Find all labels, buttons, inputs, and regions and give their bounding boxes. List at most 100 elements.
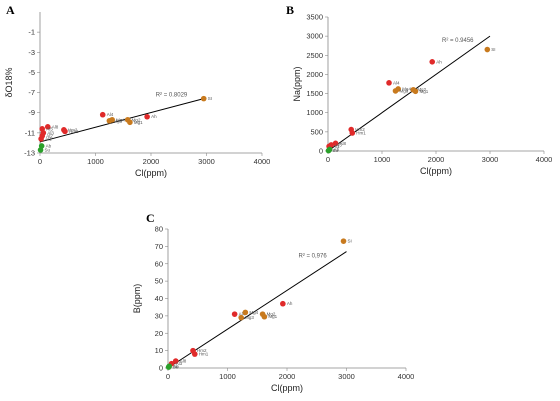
panel-c-point-al4 bbox=[231, 311, 238, 317]
panel-a-point-label-al5: Al5 bbox=[46, 126, 53, 131]
panel-b-x-tick-label: 3000 bbox=[482, 155, 499, 164]
panel-a-point-label-al8: Al8 bbox=[52, 124, 59, 129]
panel-b-x-tick-label: 1000 bbox=[374, 155, 391, 164]
panel-a-point-label-si: SI bbox=[208, 96, 212, 101]
panel-c-point-al8 bbox=[172, 358, 179, 364]
panel-a-y-tick-label: -13 bbox=[24, 149, 35, 158]
panel-b-point-label-si: SI bbox=[491, 47, 495, 52]
chart-panel-c: C 0 1000 2000 3000 4000 0 10 20 30 40 50 60 70 80 Cl(p… bbox=[132, 211, 414, 393]
panel-b-point-al8 bbox=[332, 140, 339, 147]
panel-c-y-tick-label: 80 bbox=[155, 225, 163, 234]
panel-a-point-label-ah: Ah bbox=[151, 114, 157, 119]
panel-b-point-mg3 bbox=[392, 88, 399, 94]
panel-b-point-label-ab: Ab bbox=[334, 147, 340, 152]
panel-c-point-hm1 bbox=[191, 351, 198, 357]
panel-c-point-mg4 bbox=[242, 309, 249, 316]
panel-a-y-tick-label: -1 bbox=[28, 28, 35, 37]
panel-a-point-ah bbox=[144, 113, 150, 120]
panel-b-point-label-al8: Al8 bbox=[340, 141, 347, 146]
panel-c-point-label-mg2: Mg2 bbox=[267, 312, 276, 317]
panel-a-point-label-al4: Al4 bbox=[107, 112, 114, 117]
panel-c-x-tick-label: 4000 bbox=[398, 372, 415, 381]
panel-c-point-label-al4: Al4 bbox=[239, 312, 246, 317]
panel-a-point-mg4 bbox=[109, 116, 115, 123]
panel-c-point-mg1 bbox=[261, 313, 268, 320]
panel-b-point-su bbox=[325, 147, 332, 154]
panel-a-point-al4 bbox=[99, 111, 106, 118]
panel-letter-a: A bbox=[6, 3, 15, 17]
panel-c-y-tick-label: 30 bbox=[155, 311, 163, 320]
panel-c-x-tick-label: 3000 bbox=[338, 372, 355, 381]
panel-c-point-label-hm1: Hm1 bbox=[199, 352, 209, 357]
panel-b-x-tick-label: 4000 bbox=[536, 155, 553, 164]
panel-c-point-label-al3: Al3 bbox=[176, 361, 183, 366]
panel-c-x-tick-label: 1000 bbox=[219, 372, 236, 381]
panel-a-point-hm1 bbox=[62, 128, 68, 135]
panel-c-point-si bbox=[340, 238, 347, 244]
panel-b-y-tick-label: 3500 bbox=[306, 13, 323, 22]
panel-a-point-label-hm2: Hm2 bbox=[68, 127, 78, 132]
panel-b-y-tick-label: 3000 bbox=[306, 32, 323, 41]
panel-b-y-axis-label: Na(ppm) bbox=[292, 66, 302, 101]
panel-a-x-axis-label: Cl(ppm) bbox=[135, 168, 167, 178]
panel-b-point-label-al4: Al4 bbox=[393, 80, 400, 85]
panel-b-point-hm1 bbox=[349, 130, 356, 136]
panel-c-point-label-hm2: Hm2 bbox=[197, 348, 207, 353]
panel-a-x-tick-label: 2000 bbox=[143, 157, 160, 166]
panel-b-point-ah bbox=[429, 58, 436, 65]
panel-a-point-label-ab: Ab bbox=[46, 143, 52, 148]
panel-a-point-su bbox=[37, 147, 44, 153]
panel-c-point-ah bbox=[280, 300, 286, 307]
panel-a-y-tick-label: -7 bbox=[28, 88, 35, 97]
panel-b-point-label-al3: Al3 bbox=[335, 142, 342, 147]
panel-c-point-label-ab: Ab bbox=[173, 364, 179, 369]
panel-c-point-label-si: SI bbox=[348, 239, 352, 244]
panel-a-x-tick-label: 0 bbox=[38, 157, 42, 166]
panel-a-point-label-su: Su bbox=[45, 147, 51, 152]
panel-b-x-tick-label: 0 bbox=[326, 155, 330, 164]
panel-a-point-si bbox=[200, 95, 207, 102]
chart-panel-a: A 0 1000 2000 3000 4000 -1 -3 -5 -7 -9 -11 -13 Cl(pp… bbox=[4, 3, 270, 178]
panel-b-y-tick-label: 1000 bbox=[306, 108, 323, 117]
panel-a-x-tick-label: 3000 bbox=[198, 157, 215, 166]
panel-a-point-label-hm1: Hm1 bbox=[69, 129, 79, 134]
panel-c-point-label-ah: Ah bbox=[287, 301, 293, 306]
panel-c-point-label-mg1: Mg1 bbox=[268, 314, 277, 319]
panel-a-point-label-mg1: Mg1 bbox=[134, 120, 143, 125]
panel-a-x-tick-label: 1000 bbox=[87, 157, 104, 166]
panel-c-point-label-mg4: Mg4 bbox=[249, 310, 258, 315]
panel-a-point-al1 bbox=[38, 136, 44, 142]
panel-b-y-tick-label: 2000 bbox=[306, 70, 323, 79]
panel-letter-c: C bbox=[146, 211, 155, 225]
panel-c-point-mg3 bbox=[238, 314, 244, 321]
panel-b-y-tick-label: 0 bbox=[319, 147, 323, 156]
panel-a-point-label-al3: Al3 bbox=[47, 130, 54, 135]
panel-a-y-tick-label: -11 bbox=[25, 128, 35, 137]
panel-b-point-label-ah: Ah bbox=[436, 59, 442, 64]
panel-c-x-axis-label: Cl(ppm) bbox=[271, 383, 303, 393]
panel-c-point-label-al8: Al8 bbox=[180, 359, 187, 364]
panel-a-y-axis-label: δO18% bbox=[4, 67, 14, 97]
panel-b-point-label-mg1: Mg1 bbox=[419, 89, 428, 94]
panel-a-y-tick-label: -3 bbox=[28, 48, 35, 57]
panel-c-y-tick-label: 0 bbox=[159, 364, 163, 373]
panel-a-point-al8 bbox=[44, 124, 51, 130]
panel-a-point-mg1 bbox=[127, 119, 133, 126]
panel-c-trendline bbox=[167, 251, 347, 369]
panel-b-point-al4 bbox=[386, 80, 392, 86]
panel-b-point-label-hm1: Hm1 bbox=[356, 131, 366, 136]
panel-a-trendline bbox=[39, 98, 204, 143]
panel-c-r2-label: R² = 0,976 bbox=[299, 254, 328, 260]
panel-a-point-label-mg3: Mg3 bbox=[113, 118, 122, 123]
panel-b-point-label-al1: Al1 bbox=[333, 144, 340, 149]
panel-c-y-tick-label: 10 bbox=[155, 346, 163, 355]
panel-c-y-tick-label: 60 bbox=[155, 259, 163, 268]
panel-c-y-tick-label: 50 bbox=[155, 277, 163, 286]
panel-b-point-label-hm2: Hm2 bbox=[355, 127, 365, 132]
panel-a-y-tick-label: -5 bbox=[28, 68, 35, 77]
chart-panel-b: B 0 1000 2000 3000 4000 0 500 1000 1500 2000 2500 3… bbox=[286, 3, 552, 176]
panel-b-point-mg1 bbox=[412, 88, 419, 95]
panel-b-trendline bbox=[327, 35, 491, 152]
panel-b-x-axis-label: Cl(ppm) bbox=[420, 166, 452, 176]
